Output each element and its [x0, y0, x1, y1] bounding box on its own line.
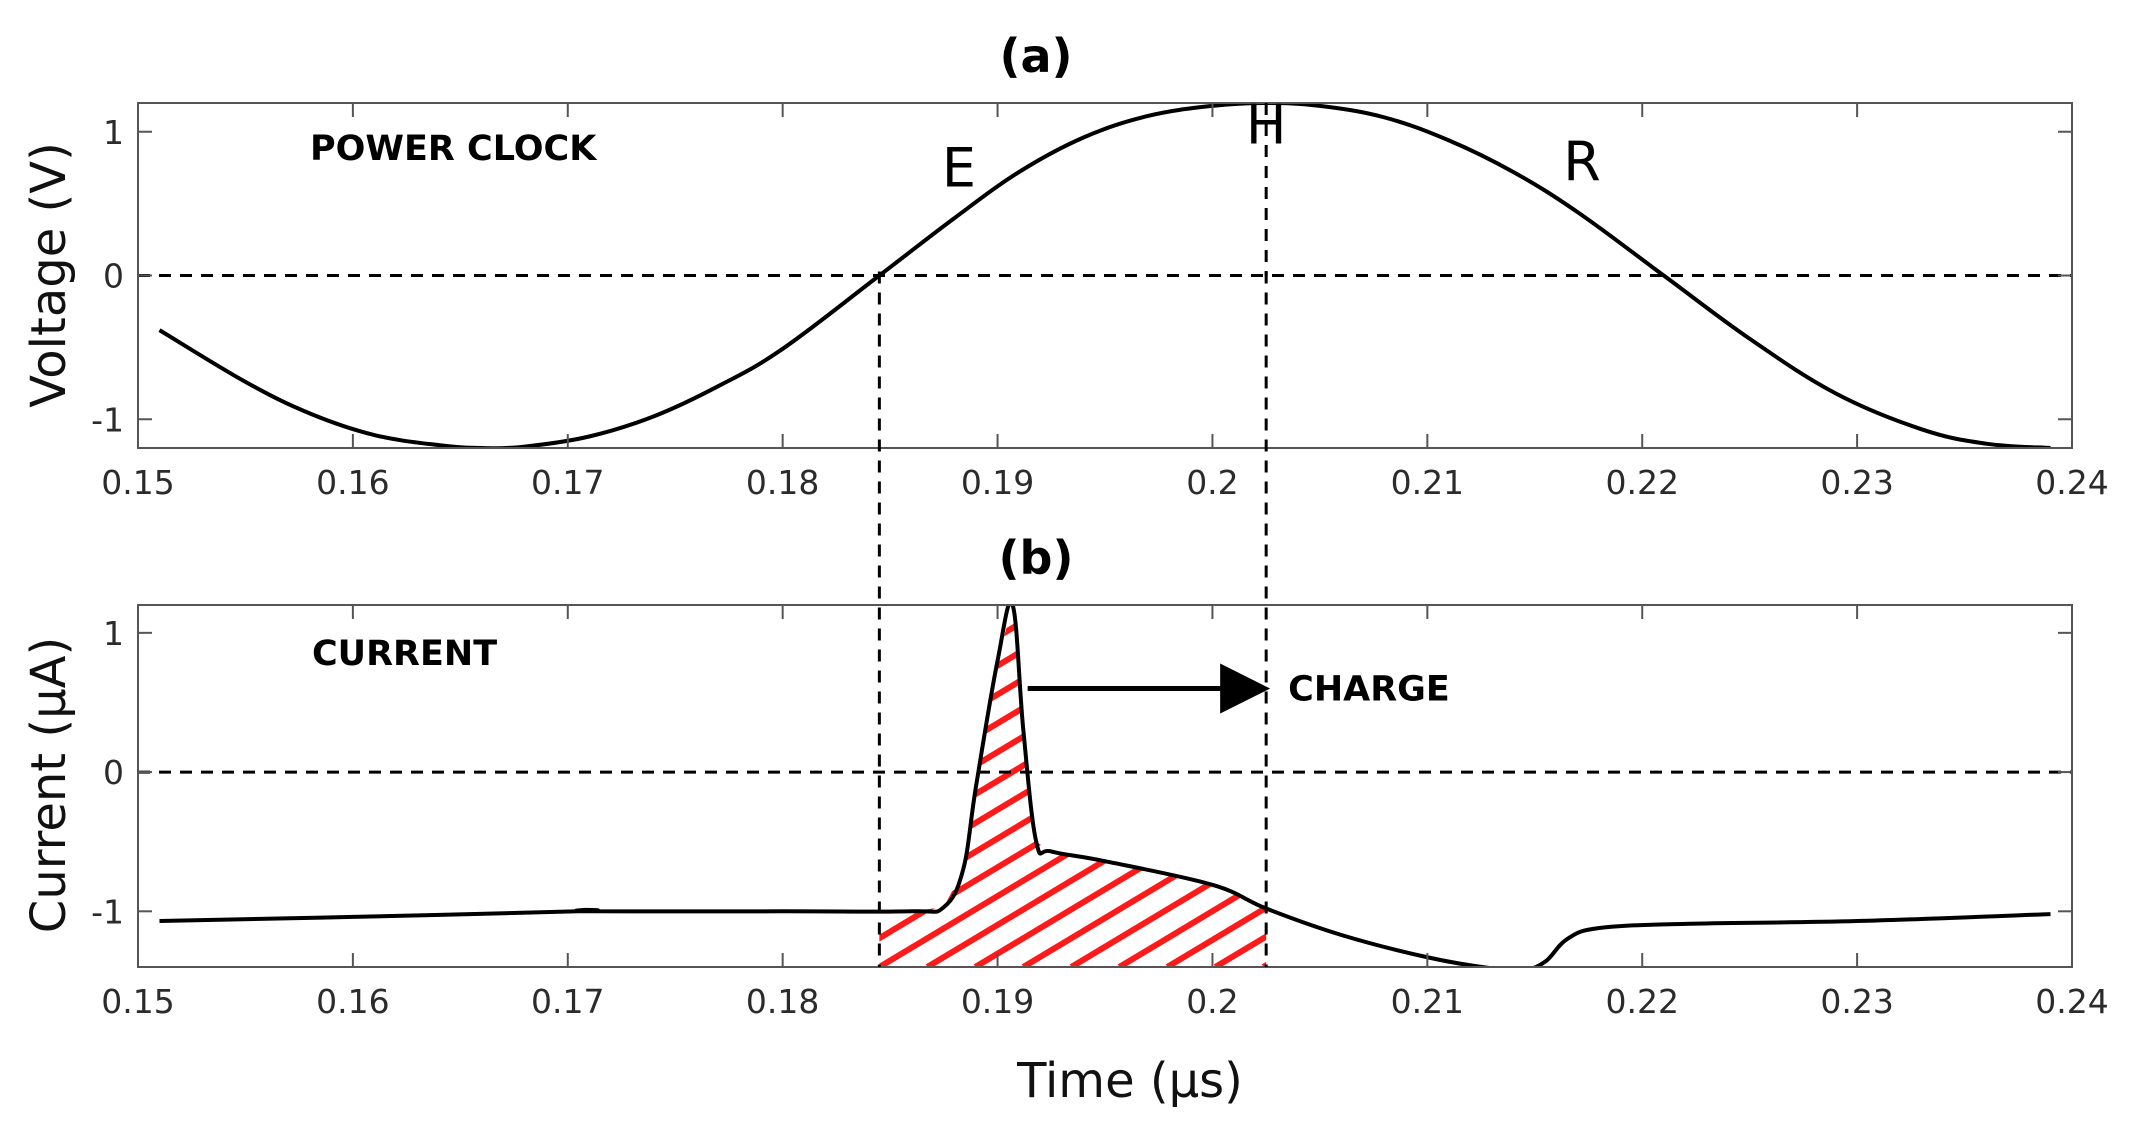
y-tick-label: 0 [103, 753, 124, 792]
x-tick-label: 0.24 [2035, 982, 2108, 1021]
hatch-stroke [2079, 547, 2136, 967]
panel-a-label: POWER CLOCK [310, 129, 598, 169]
hatch-stroke [1407, 547, 2107, 967]
hatch-stroke [1887, 547, 2136, 967]
charge-hatch-region [0, 547, 2136, 967]
hatch-stroke [1311, 547, 2011, 967]
x-tick-label: 0.15 [101, 463, 174, 502]
x-tick-label: 0.21 [1391, 463, 1464, 502]
panel-b-label: CURRENT [312, 634, 497, 674]
x-tick-label: 0.18 [746, 463, 819, 502]
hatch-stroke [1599, 547, 2136, 967]
hatch-stroke [1503, 547, 2136, 967]
x-tick-label: 0.17 [531, 982, 604, 1021]
hatch-stroke [1359, 547, 2059, 967]
x-tick-label: 0.23 [1820, 463, 1893, 502]
phase-label: E [942, 136, 976, 199]
hatch-stroke [879, 605, 1197, 967]
panel-a-phase-labels: EHR [942, 93, 1601, 199]
hatch-stroke [0, 547, 523, 967]
y-tick-label: -1 [91, 892, 124, 931]
panel-b-ticks: 0.15 0.16 0.17 0.18 0.19 0.2 0.21 0.22 0.23 0.24 -… [91, 605, 2109, 1021]
hatch-stroke [2127, 547, 2136, 967]
panel-b-ylabel: Current (μA) [21, 637, 77, 933]
x-tick-label: 0.2 [1186, 982, 1238, 1021]
hatch-stroke [159, 547, 859, 967]
hatch-stroke [879, 605, 1005, 967]
charge-label: CHARGE [1288, 670, 1450, 710]
x-tick-label: 0.18 [746, 982, 819, 1021]
charge-annotation: CHARGE [1027, 663, 1450, 714]
charge-hatch [0, 547, 2136, 967]
phase-boundary-lines [877, 103, 1268, 967]
y-tick-label: 0 [103, 257, 124, 296]
panel-a-ylabel: Voltage (V) [21, 142, 77, 408]
hatch-stroke [1021, 605, 1267, 967]
hatch-stroke [1117, 605, 1267, 967]
hatch-stroke [1935, 547, 2136, 967]
panel-b: (b) Current (μA) 0.15 0.16 0.17 0.18 0.19 0.2… [0, 531, 2136, 1109]
hatch-stroke [879, 605, 1149, 967]
panel-b-title: (b) [999, 531, 1074, 585]
hatch-stroke [879, 605, 909, 967]
y-tick-label: 1 [103, 113, 124, 152]
x-tick-label: 0.24 [2035, 463, 2108, 502]
hatch-stroke [1647, 547, 2136, 967]
x-tick-label: 0.19 [961, 463, 1034, 502]
hatch-stroke [973, 605, 1267, 967]
panel-b-series [159, 605, 2051, 967]
hatch-stroke [1791, 547, 2136, 967]
x-tick-label: 0.23 [1820, 982, 1893, 1021]
panel-a: (a) Voltage (V) 0.15 0.16 0.17 0.18 0.19 0.2 0… [21, 29, 2109, 502]
x-tick-label: 0.15 [101, 982, 174, 1021]
hatch-stroke [1983, 547, 2136, 967]
hatch-stroke [1695, 547, 2136, 967]
hatch-stroke [1213, 605, 1267, 967]
hatch-stroke [1455, 547, 2136, 967]
y-tick-label: 1 [103, 614, 124, 653]
panel-b-axes-box [137, 604, 2073, 968]
hatch-stroke [111, 547, 811, 967]
x-tick-label: 0.16 [316, 463, 389, 502]
series-line [159, 605, 2051, 967]
hatch-stroke [1743, 547, 2136, 967]
x-tick-label: 0.19 [961, 982, 1034, 1021]
x-axis-title: Time (μs) [1016, 1053, 1243, 1109]
panel-a-ticks: 0.15 0.16 0.17 0.18 0.19 0.2 0.21 0.22 0.23 0.24 -… [91, 103, 2109, 502]
hatch-stroke [879, 605, 957, 967]
x-tick-label: 0.22 [1605, 982, 1678, 1021]
x-tick-label: 0.21 [1391, 982, 1464, 1021]
hatch-stroke [1165, 605, 1267, 967]
hatch-stroke [63, 547, 763, 967]
hatch-stroke [1839, 547, 2136, 967]
hatch-stroke [879, 605, 1267, 967]
hatch-stroke [0, 547, 571, 967]
hatch-stroke [879, 605, 1245, 967]
x-tick-label: 0.2 [1186, 463, 1238, 502]
y-tick-label: -1 [91, 400, 124, 439]
hatch-stroke [925, 605, 1267, 967]
hatch-stroke [2031, 547, 2136, 967]
x-tick-label: 0.17 [531, 463, 604, 502]
x-tick-label: 0.16 [316, 982, 389, 1021]
hatch-stroke [1261, 605, 1267, 967]
x-tick-label: 0.22 [1605, 463, 1678, 502]
phase-label: R [1563, 131, 1601, 194]
hatch-stroke [1551, 547, 2136, 967]
panel-a-title: (a) [999, 29, 1072, 83]
hatch-stroke [1069, 605, 1267, 967]
